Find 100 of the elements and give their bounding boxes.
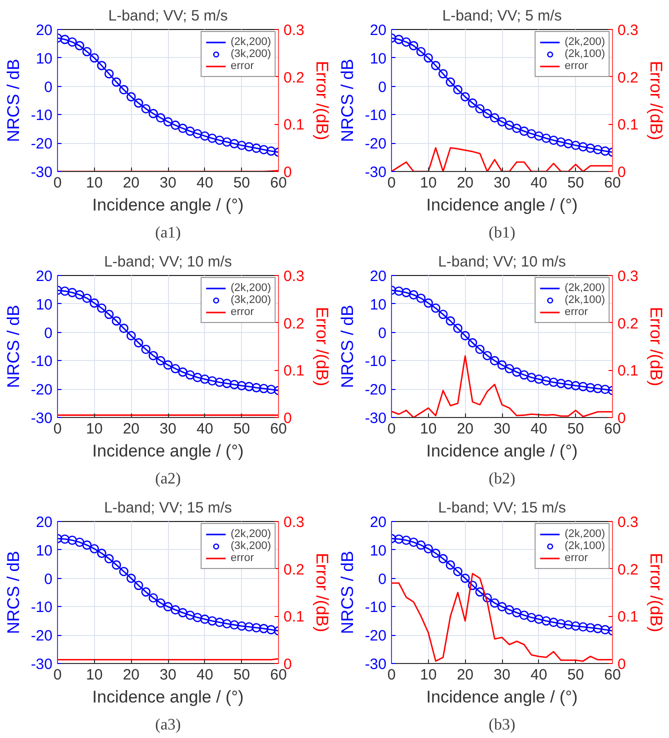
y-axis-title: NRCS / dB [338, 550, 357, 634]
x-tick-label: 50 [567, 174, 584, 192]
y-axis-title: NRCS / dB [338, 58, 357, 142]
x-axis-title: Incidence angle / (°) [426, 196, 578, 214]
y2-tick-label: 0.3 [618, 514, 638, 531]
y-tick-label: -30 [364, 656, 387, 673]
y-tick-label: 10 [36, 50, 53, 68]
x-tick-label: 30 [160, 174, 176, 192]
y2-tick-label: 0.2 [618, 69, 638, 86]
x-tick-label: 30 [494, 174, 510, 192]
y-tick-label: -10 [30, 353, 53, 370]
y-tick-label: 20 [36, 22, 53, 39]
y2-tick-label: 0.3 [284, 268, 304, 285]
legend-label: (3k,200) [230, 48, 271, 60]
y2-tick-label: 0.2 [284, 561, 304, 578]
x-tick-label: 20 [456, 666, 474, 684]
y-tick-label: 0 [44, 570, 52, 588]
y-tick-label: 20 [36, 268, 53, 285]
y-tick-label: 0 [378, 324, 386, 342]
y-tick-label: 10 [36, 296, 53, 314]
legend-label: error [564, 552, 588, 564]
legend-label: error [230, 306, 254, 318]
legend-label: (2k,100) [564, 540, 605, 552]
y2-axis-title: Error /(dB) [312, 60, 332, 140]
y2-tick-label: 0.3 [284, 22, 304, 39]
y2-tick-label: 0.1 [618, 116, 638, 134]
x-tick-label: 20 [456, 174, 474, 192]
legend-label: (2k,200) [564, 36, 605, 48]
text: (b1) [488, 224, 516, 242]
y-tick-label: 0 [44, 324, 52, 342]
chart-title: L-band; VV; 15 m/s [104, 500, 232, 516]
legend-label: (2k,200) [564, 282, 605, 294]
chart-title: L-band; VV; 5 m/s [108, 8, 228, 24]
y-tick-label: -10 [364, 107, 387, 124]
y-tick-label: -30 [30, 656, 53, 673]
legend-label: error [230, 60, 254, 72]
y-tick-label: 10 [370, 296, 387, 314]
y2-tick-label: 0.2 [284, 69, 304, 86]
y-tick-label: 0 [378, 570, 386, 588]
x-tick-label: 40 [196, 666, 214, 684]
legend-label: error [564, 60, 588, 72]
y2-axis-title: Error /(dB) [646, 60, 666, 140]
x-tick-label: 50 [567, 420, 584, 438]
x-tick-label: 50 [567, 666, 584, 684]
y-tick-label: -20 [364, 382, 387, 399]
y-tick-label: -10 [30, 599, 53, 616]
y-tick-label: 0 [44, 78, 52, 96]
y-tick-label: -30 [30, 164, 53, 181]
x-tick-label: 10 [86, 666, 103, 684]
y-tick-label: 10 [370, 542, 387, 560]
x-tick-label: 20 [122, 420, 140, 438]
y-tick-label: -10 [364, 353, 387, 370]
x-tick-label: 30 [494, 420, 510, 438]
text: (a1) [155, 224, 181, 242]
x-tick-label: 30 [160, 666, 176, 684]
x-tick-label: 40 [530, 666, 548, 684]
y-axis-title: NRCS / dB [4, 58, 23, 142]
y-tick-label: 20 [370, 514, 387, 531]
y2-tick-label: 0.1 [618, 608, 638, 626]
y2-tick-label: 0.2 [618, 315, 638, 332]
y2-tick-label: 0.3 [618, 268, 638, 285]
chart-title: L-band; VV; 15 m/s [438, 500, 566, 516]
legend-label: (2k,200) [230, 36, 271, 48]
y2-axis-title: Error /(dB) [312, 306, 332, 386]
y-tick-label: 10 [36, 542, 53, 560]
y-tick-label: 20 [370, 22, 387, 39]
x-axis-title: Incidence angle / (°) [92, 688, 244, 706]
x-axis-title: Incidence angle / (°) [92, 442, 244, 460]
legend-label: error [230, 552, 254, 564]
y2-axis-title: Error /(dB) [646, 552, 666, 632]
y2-tick-label: 0.1 [284, 116, 304, 134]
x-tick-label: 50 [233, 174, 250, 192]
y2-tick-label: 0.1 [284, 608, 304, 626]
y-tick-label: 20 [36, 514, 53, 531]
text: (a3) [155, 716, 181, 734]
y2-tick-label: 0.3 [618, 22, 638, 39]
y2-axis-title: Error /(dB) [312, 552, 332, 632]
legend-label: (3k,200) [230, 294, 271, 306]
y-tick-label: -20 [364, 628, 387, 645]
y-axis-title: NRCS / dB [4, 550, 23, 634]
text: (b2) [488, 470, 516, 488]
y-tick-label: -20 [30, 628, 53, 645]
y-tick-label: 10 [370, 50, 387, 68]
x-tick-label: 40 [530, 420, 548, 438]
chart-title: L-band; VV; 10 m/s [104, 254, 232, 270]
x-tick-label: 10 [420, 174, 437, 192]
x-axis-title: Incidence angle / (°) [426, 442, 578, 460]
x-tick-label: 40 [196, 420, 214, 438]
x-tick-label: 10 [86, 174, 103, 192]
legend-label: (2k,200) [230, 528, 271, 540]
x-tick-label: 10 [420, 666, 437, 684]
x-tick-label: 40 [196, 174, 214, 192]
x-tick-label: 30 [494, 666, 510, 684]
y-tick-label: -20 [30, 136, 53, 153]
text: (b3) [488, 716, 516, 734]
y-axis-title: NRCS / dB [338, 304, 357, 388]
y-tick-label: -30 [364, 410, 387, 427]
y-tick-label: 20 [370, 268, 387, 285]
text: (a2) [155, 470, 181, 488]
x-tick-label: 20 [456, 420, 474, 438]
